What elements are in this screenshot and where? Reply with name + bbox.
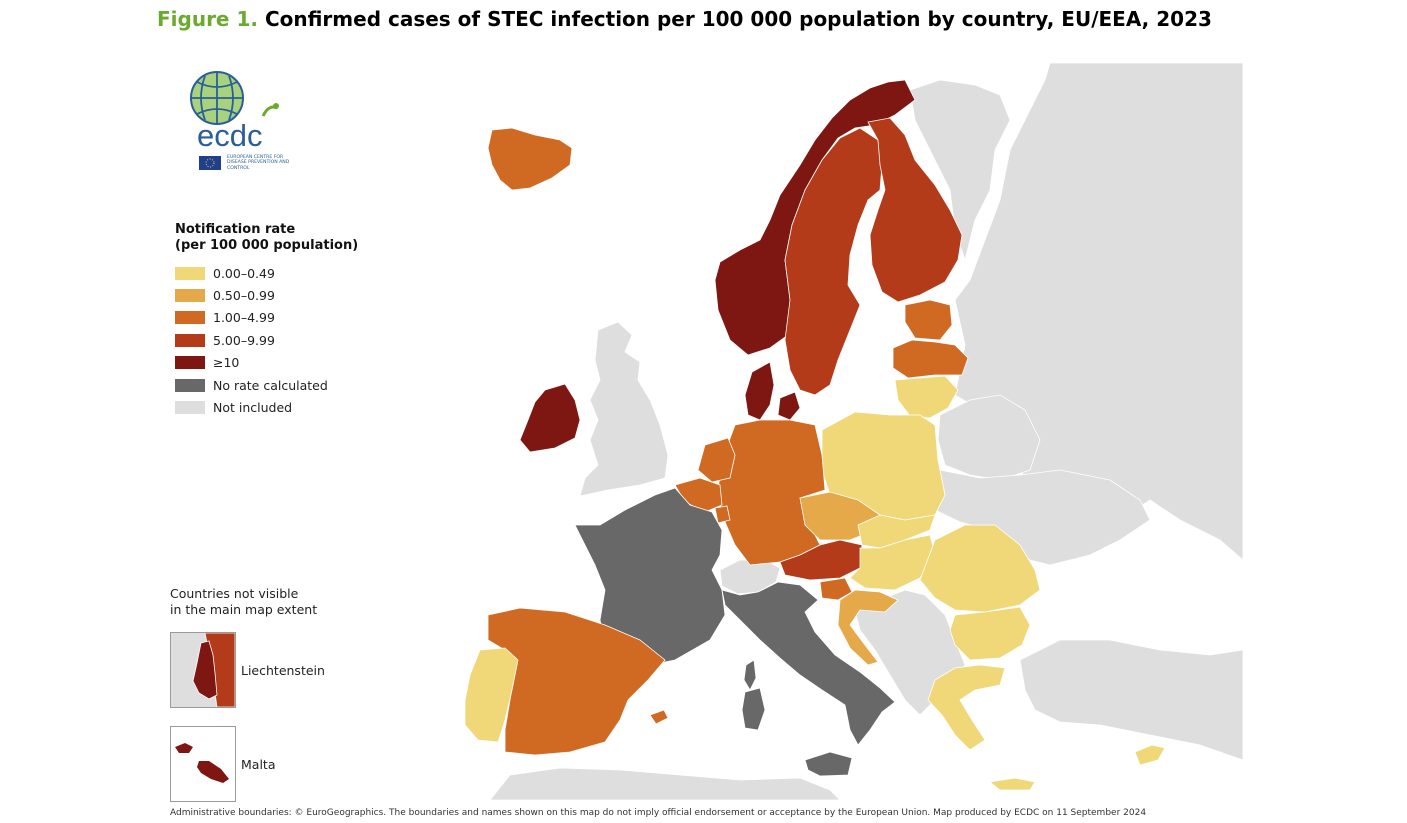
figure-number: Figure 1. [157, 7, 258, 31]
legend-title: Notification rate (per 100 000 populatio… [175, 222, 395, 254]
legend-item: No rate calculated [175, 374, 395, 396]
ecdc-logo: ecdc EUROPEAN CENTRE FOR DISEASE PREVENT… [175, 68, 295, 174]
legend-swatch [175, 289, 205, 303]
inset-liechtenstein-shape [192, 640, 218, 700]
map-country-denmark-islands [777, 391, 801, 421]
map-country-slovakia [857, 514, 936, 549]
svg-text:ecdc: ecdc [197, 118, 262, 153]
legend-item: 0.00–0.49 [175, 262, 395, 284]
agency-name: EUROPEAN CENTRE FOR DISEASE PREVENTION A… [227, 155, 290, 171]
map-country-lithuania [894, 375, 959, 419]
legend-item: ≥10 [175, 352, 395, 374]
legend-item: 1.00–4.99 [175, 307, 395, 329]
legend-item: 0.50–0.99 [175, 284, 395, 306]
map-country-bulgaria [949, 606, 1031, 661]
inset-malta-gozo [175, 743, 193, 753]
map-bg-russia-north [909, 79, 1011, 262]
map-country-portugal [464, 647, 519, 743]
legend-swatch [175, 378, 205, 392]
map-country-france [574, 487, 726, 666]
map-bg-north-africa [489, 767, 841, 800]
legend-label: 5.00–9.99 [213, 332, 275, 348]
legend-label: 0.00–0.49 [213, 265, 275, 281]
legend-label: No rate calculated [213, 377, 328, 393]
legend-title-line1: Notification rate [175, 222, 296, 237]
inset-label-liechtenstein: Liechtenstein [241, 663, 325, 678]
map-country-greece-crete [989, 777, 1036, 791]
map-bg-uk [579, 321, 669, 497]
figure-title: Figure 1. Confirmed cases of STEC infect… [157, 7, 1212, 31]
legend-swatch [175, 401, 205, 415]
map-country-latvia [892, 339, 969, 379]
map-country-italy-sicily [804, 751, 853, 777]
map-country-denmark [744, 361, 775, 421]
legend: Notification rate (per 100 000 populatio… [175, 222, 395, 419]
legend-items: 0.00–0.49 0.50–0.99 1.00–4.99 5.00–9.99 … [175, 262, 395, 419]
legend-label: Not included [213, 400, 293, 416]
legend-swatch [175, 311, 205, 325]
map-country-spain-balearics [649, 709, 669, 725]
map-country-croatia [837, 589, 899, 666]
inset-label-malta: Malta [241, 757, 276, 772]
legend-item: Not included [175, 396, 395, 418]
legend-label: ≥10 [213, 355, 240, 371]
map-country-netherlands [697, 437, 736, 483]
map-country-ireland [519, 383, 581, 453]
legend-title-line2: (per 100 000 population) [175, 238, 359, 253]
inset-malta [170, 726, 236, 802]
inset-heading-line2: in the main map extent [170, 602, 318, 617]
footer-disclaimer: Administrative boundaries: © EuroGeograp… [170, 808, 1147, 818]
legend-swatch [175, 266, 205, 280]
map-country-italy [721, 581, 896, 746]
map-country-france-corsica [743, 659, 757, 691]
map-country-italy-sardinia [741, 687, 766, 731]
map-country-iceland [487, 127, 573, 191]
figure-title-text: Confirmed cases of STEC infection per 10… [264, 7, 1212, 31]
map-bg-belarus [937, 394, 1041, 481]
map-country-norway [714, 79, 916, 356]
map-country-finland [867, 117, 963, 303]
map-country-luxembourg [714, 505, 731, 524]
map-country-slovenia [819, 577, 853, 601]
map [170, 63, 1243, 800]
map-country-greece [927, 664, 1006, 751]
legend-label: 0.50–0.99 [213, 288, 275, 304]
map-bg-turkey [1019, 639, 1243, 761]
inset-malta-main [197, 761, 229, 783]
ecdc-globe-icon: ecdc [190, 71, 279, 170]
legend-swatch [175, 356, 205, 370]
map-country-germany [717, 419, 826, 566]
map-country-romania [919, 524, 1041, 613]
map-country-sweden [784, 127, 883, 396]
legend-label: 1.00–4.99 [213, 310, 275, 326]
inset-liechtenstein [170, 632, 236, 708]
legend-item: 5.00–9.99 [175, 329, 395, 351]
map-country-estonia [904, 299, 953, 341]
map-country-hungary [849, 534, 936, 591]
inset-heading: Countries not visible in the main map ex… [170, 586, 370, 618]
inset-heading-line1: Countries not visible [170, 586, 299, 601]
legend-swatch [175, 333, 205, 347]
map-country-cyprus [1134, 744, 1166, 766]
